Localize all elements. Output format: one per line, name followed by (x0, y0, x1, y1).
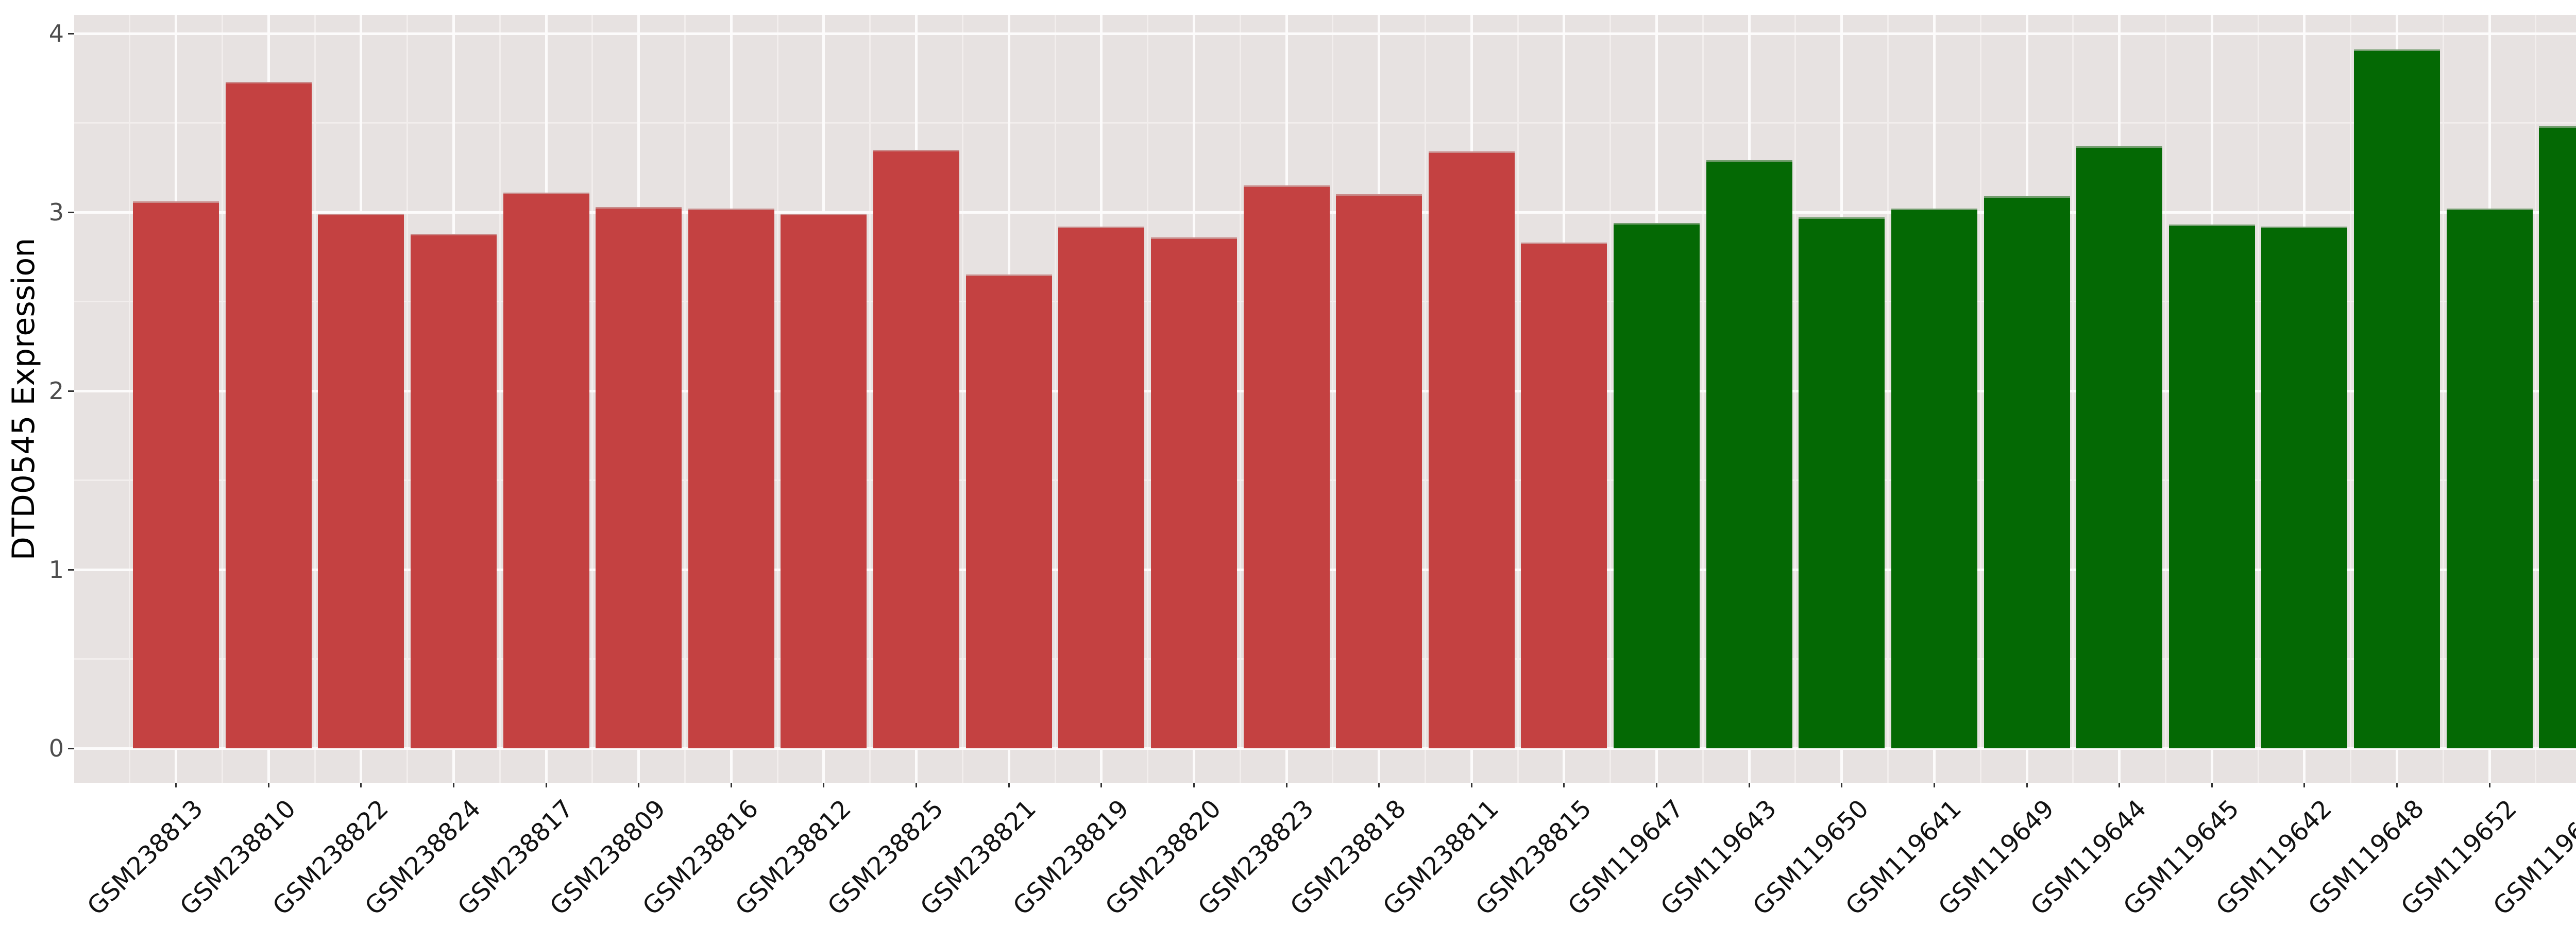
y-tick-mark (68, 211, 74, 213)
plot-panel (74, 15, 2576, 783)
bar (2261, 226, 2348, 748)
x-tick-mark (1285, 783, 1287, 787)
bar (1243, 185, 1330, 748)
bar (2076, 146, 2163, 748)
x-tick-mark (638, 783, 640, 787)
gridline-minor-vertical (591, 15, 594, 783)
bar (225, 81, 312, 748)
gridline-minor-horizontal (74, 122, 2576, 124)
x-tick-mark (1470, 783, 1472, 787)
gridline-minor-vertical (1979, 15, 1981, 783)
bar (133, 201, 219, 748)
bar (781, 214, 867, 748)
x-tick-mark (1008, 783, 1010, 787)
gridline-minor-vertical (1887, 15, 1889, 783)
x-tick-mark (545, 783, 547, 787)
bar (410, 233, 497, 748)
x-tick-mark (2211, 783, 2213, 787)
x-tick-mark (1378, 783, 1380, 787)
bar (2168, 225, 2255, 748)
y-tick-label: 4 (48, 20, 64, 47)
x-tick-mark (452, 783, 454, 787)
gridline-minor-vertical (1794, 15, 1797, 783)
x-tick-mark (2396, 783, 2398, 787)
bar (318, 214, 404, 748)
gridline-minor-vertical (776, 15, 778, 783)
x-tick-mark (916, 783, 918, 787)
bar (1521, 242, 1607, 748)
x-tick-mark (1933, 783, 1935, 787)
gridline-minor-vertical (2072, 15, 2074, 783)
x-tick-mark (1748, 783, 1750, 787)
bar (1336, 194, 1422, 748)
bar (1058, 226, 1145, 748)
bar (873, 149, 960, 748)
gridline-minor-vertical (406, 15, 409, 783)
gridline-minor-vertical (499, 15, 501, 783)
gridline-minor-vertical (1054, 15, 1056, 783)
x-tick-mark (175, 783, 177, 787)
bar (2446, 209, 2533, 748)
x-tick-mark (1193, 783, 1195, 787)
bar (1891, 209, 1977, 748)
gridline-minor-vertical (684, 15, 686, 783)
bar (1428, 151, 1515, 748)
bar (965, 274, 1052, 748)
x-tick-mark (360, 783, 362, 787)
gridline-minor-vertical (961, 15, 963, 783)
bar (1150, 237, 1237, 748)
bar (1984, 196, 2070, 748)
gridline-minor-vertical (2257, 15, 2259, 783)
x-tick-mark (730, 783, 732, 787)
x-tick-mark (2303, 783, 2306, 787)
y-tick-mark (68, 747, 74, 749)
x-tick-mark (823, 783, 825, 787)
x-tick-mark (1100, 783, 1103, 787)
x-tick-mark (2119, 783, 2121, 787)
gridline-major-horizontal (74, 747, 2576, 750)
bar (596, 207, 682, 748)
y-tick-label: 0 (48, 734, 64, 762)
bar (1799, 217, 1885, 748)
y-tick-mark (68, 569, 74, 571)
gridline-minor-vertical (2164, 15, 2166, 783)
gridline-minor-vertical (1239, 15, 1241, 783)
y-tick-label: 3 (48, 198, 64, 226)
bar (688, 209, 774, 748)
y-tick-label: 2 (48, 377, 64, 405)
y-tick-label: 1 (48, 556, 64, 583)
x-tick-mark (267, 783, 269, 787)
bar (1706, 160, 1792, 748)
gridline-minor-vertical (221, 15, 223, 783)
gridline-minor-vertical (1702, 15, 1704, 783)
gridline-minor-vertical (1609, 15, 1612, 783)
gridline-minor-vertical (1517, 15, 1519, 783)
x-tick-mark (2026, 783, 2028, 787)
gridline-minor-vertical (869, 15, 871, 783)
gridline-minor-vertical (314, 15, 316, 783)
gridline-minor-vertical (1425, 15, 1426, 783)
x-tick-mark (1656, 783, 1658, 787)
y-tick-mark (68, 32, 74, 35)
gridline-minor-vertical (2535, 15, 2537, 783)
x-tick-mark (1841, 783, 1843, 787)
gridline-major-horizontal (74, 32, 2576, 35)
gridline-minor-vertical (2442, 15, 2444, 783)
x-tick-mark (1563, 783, 1565, 787)
gridline-minor-vertical (1147, 15, 1149, 783)
x-tick-mark (2488, 783, 2490, 787)
gridline-minor-vertical (2350, 15, 2352, 783)
bar (2539, 126, 2576, 748)
gridline-minor-vertical (1332, 15, 1334, 783)
bar (2354, 49, 2441, 748)
bar (1614, 222, 1700, 748)
bar (503, 192, 589, 748)
gridline-minor-vertical (129, 15, 131, 783)
y-tick-mark (68, 390, 74, 392)
